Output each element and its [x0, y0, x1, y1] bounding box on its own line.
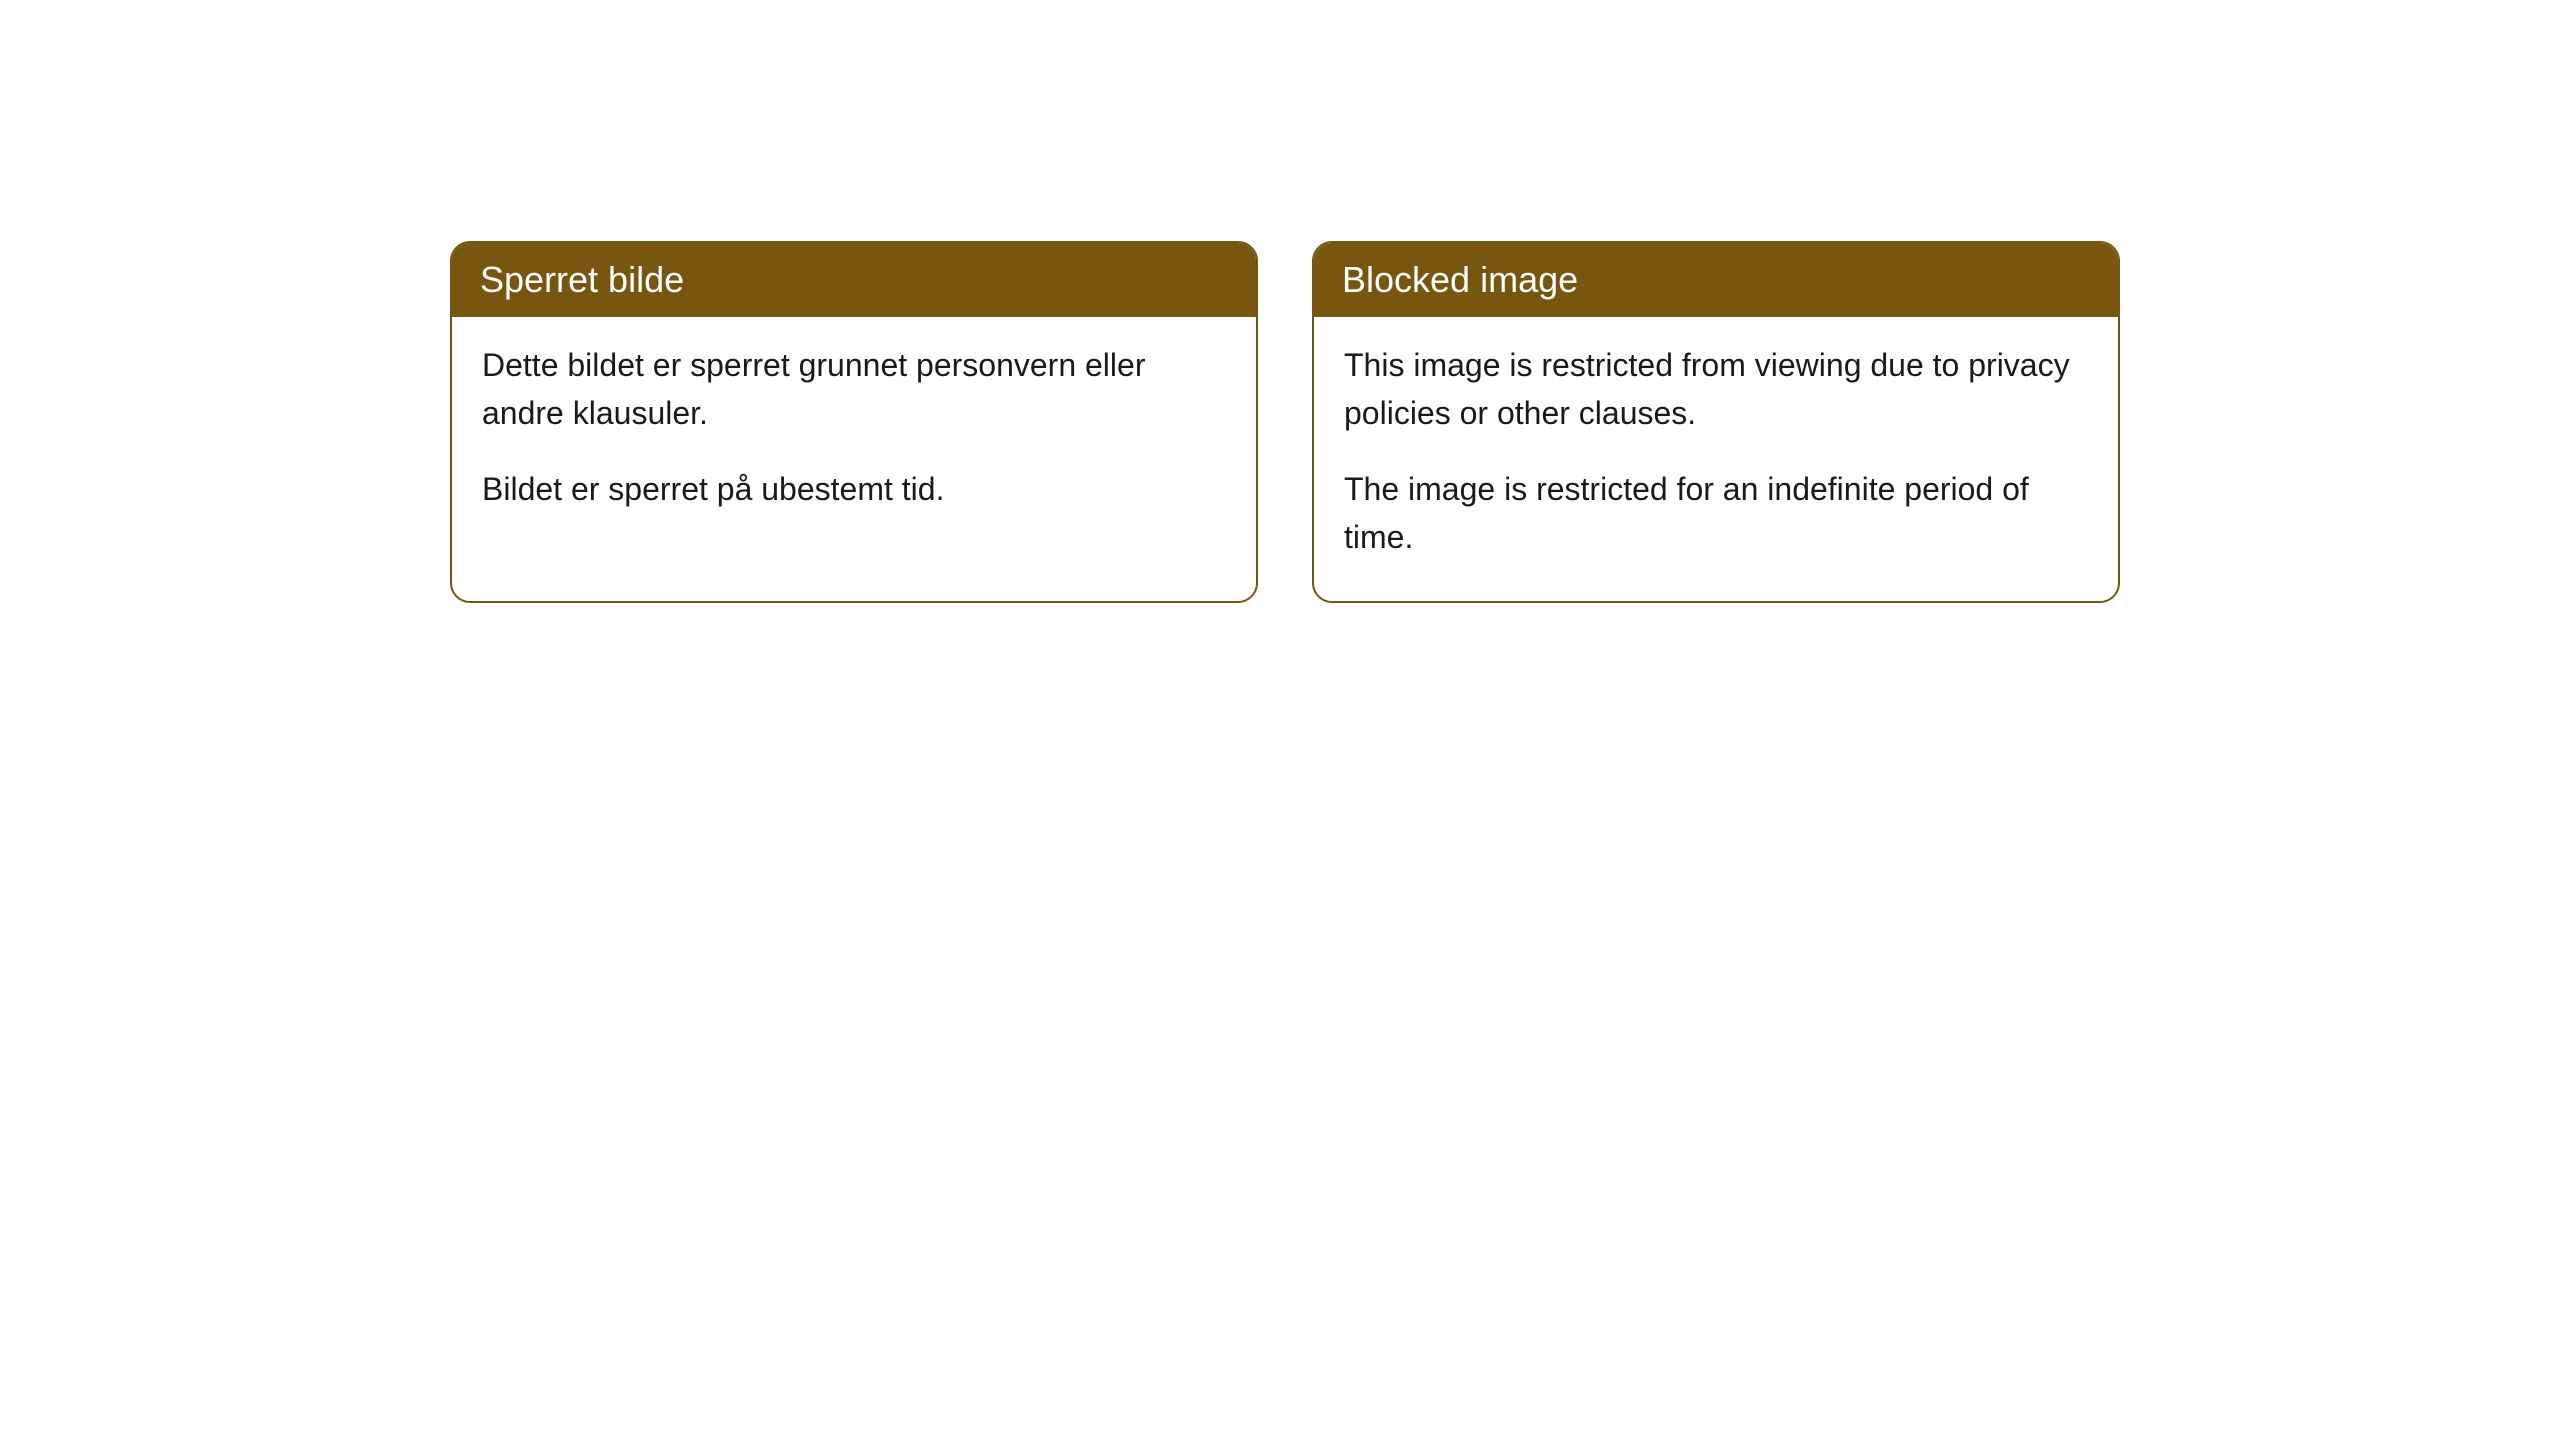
- notice-card-english: Blocked image This image is restricted f…: [1312, 241, 2120, 603]
- notice-cards-container: Sperret bilde Dette bildet er sperret gr…: [450, 241, 2120, 603]
- card-paragraph: This image is restricted from viewing du…: [1344, 341, 2088, 437]
- card-body: This image is restricted from viewing du…: [1314, 317, 2118, 601]
- card-title: Blocked image: [1342, 259, 1578, 300]
- card-body: Dette bildet er sperret grunnet personve…: [452, 317, 1256, 553]
- notice-card-norwegian: Sperret bilde Dette bildet er sperret gr…: [450, 241, 1258, 603]
- card-paragraph: Dette bildet er sperret grunnet personve…: [482, 341, 1226, 437]
- card-title: Sperret bilde: [480, 259, 684, 300]
- card-header: Blocked image: [1314, 243, 2118, 317]
- card-header: Sperret bilde: [452, 243, 1256, 317]
- card-paragraph: The image is restricted for an indefinit…: [1344, 465, 2088, 561]
- card-paragraph: Bildet er sperret på ubestemt tid.: [482, 465, 1226, 513]
